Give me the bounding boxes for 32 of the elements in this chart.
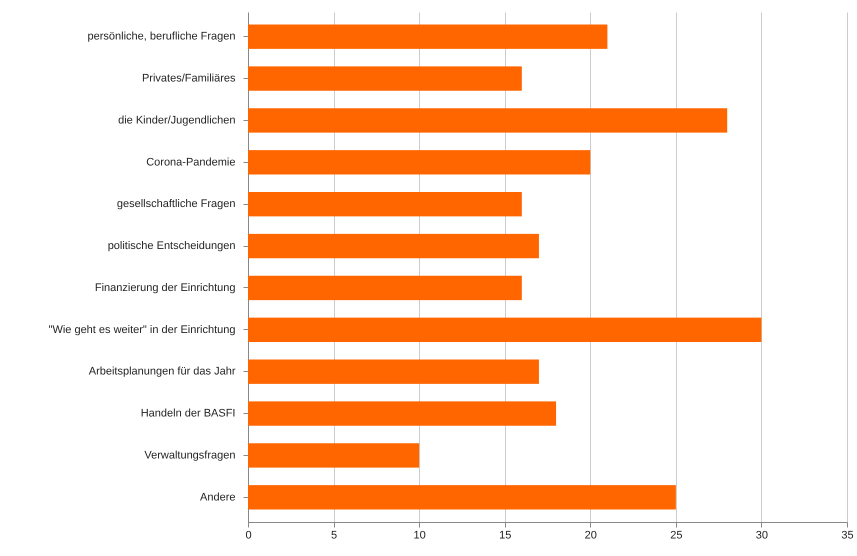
bar [248,234,539,258]
x-tick-label: 25 [670,530,682,542]
bar [248,276,522,300]
bar [248,66,522,91]
y-tick-label: persönliche, berufliche Fragen [88,30,236,43]
bar [248,401,556,426]
x-tick-label: 0 [245,530,252,542]
x-tick-label: 35 [841,530,854,542]
bar [248,150,590,174]
x-tick-label: 20 [584,530,597,542]
x-tick-label: 15 [499,530,512,542]
bar [248,360,539,384]
y-tick-label: die Kinder/Jugendlichen [118,114,236,126]
bar [248,318,762,342]
y-tick-label: Finanzierung der Einrichtung [94,282,236,294]
bar [248,192,522,216]
bar [248,24,608,49]
bar [248,485,676,510]
y-tick-label: Arbeitsplanungen für das Jahr [88,366,236,378]
bar [248,443,420,468]
y-tick-label: Andere [200,491,236,504]
y-tick-label: Privates/Familiäres [142,72,236,85]
x-tick-label: 10 [414,530,426,542]
y-tick-label: politische Entscheidungen [108,240,236,252]
y-tick-label: gesellschaftliche Fragen [116,198,236,210]
y-tick-label: Verwaltungsfragen [144,449,236,462]
y-tick-label: Corona-Pandemie [146,156,236,168]
x-tick-label: 5 [331,530,338,542]
y-tick-label: Handeln der BASFI [140,408,236,420]
bar [248,108,728,133]
y-tick-label: "Wie geht es weiter" in der Einrichtung [48,324,236,336]
x-tick-label: 30 [756,530,768,542]
